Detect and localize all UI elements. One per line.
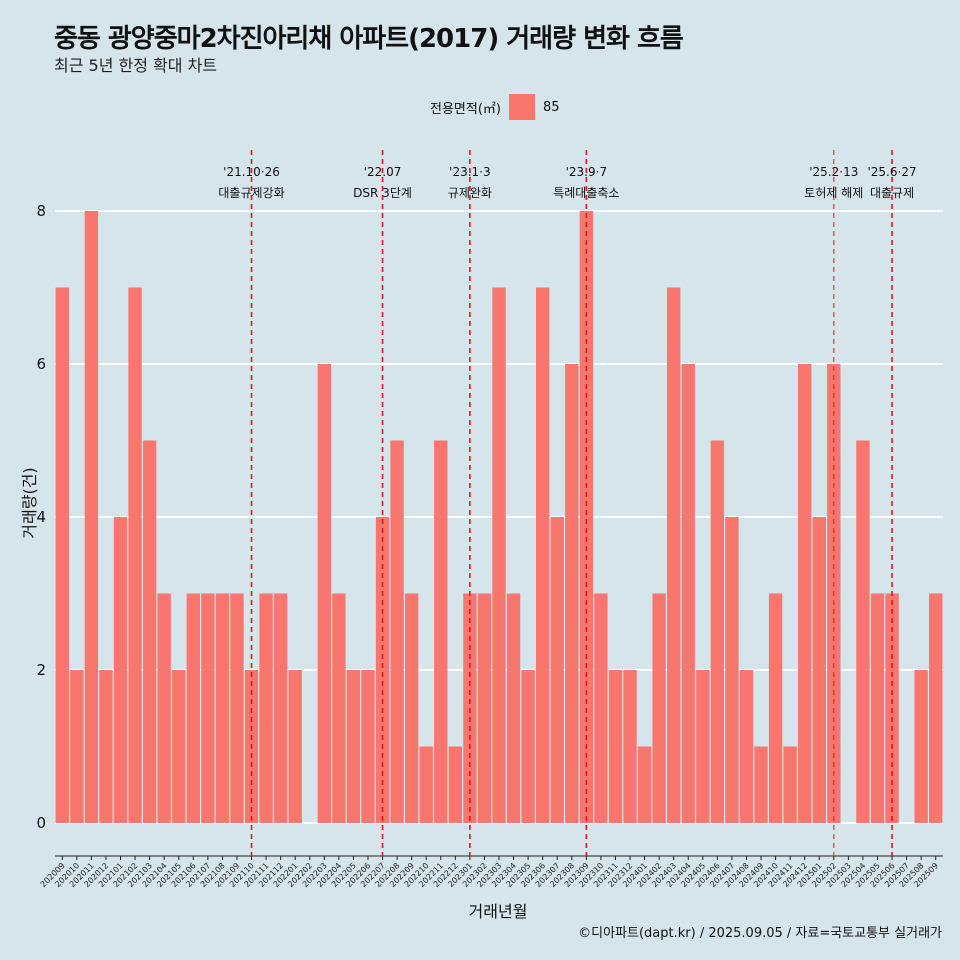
annotation-date: '25.2·13 xyxy=(809,165,858,179)
bar xyxy=(870,593,885,823)
legend-title: 전용면적(㎡) xyxy=(430,101,501,117)
bar xyxy=(667,287,681,823)
bar xyxy=(506,593,521,823)
annotation-label: 대출규제 xyxy=(870,186,914,200)
bar xyxy=(390,440,404,823)
bar xyxy=(128,287,142,823)
y-tick-label: 6 xyxy=(36,355,46,373)
bar xyxy=(142,440,157,823)
bar xyxy=(113,517,128,823)
legend-swatch xyxy=(508,94,535,120)
bar xyxy=(346,670,361,823)
bar xyxy=(579,211,594,823)
bar xyxy=(259,593,273,823)
bar xyxy=(99,670,113,823)
bar xyxy=(332,593,346,823)
annotation-date: '23.9·7 xyxy=(566,165,607,179)
bar xyxy=(623,670,637,823)
chart-subtitle: 최근 5년 한정 확대 차트 xyxy=(54,56,218,75)
bar xyxy=(535,287,550,823)
annotation-label: 토허제 해제 xyxy=(804,186,863,200)
bar xyxy=(565,364,579,823)
bar xyxy=(739,670,754,823)
bar xyxy=(448,746,463,823)
annotation-date: '21.10·26 xyxy=(223,165,280,179)
bar xyxy=(477,593,492,823)
bar xyxy=(550,517,564,823)
bar xyxy=(201,593,215,823)
bar xyxy=(317,364,331,823)
x-axis-label: 거래년월 xyxy=(468,902,528,921)
bar xyxy=(404,593,419,823)
bar xyxy=(812,517,826,823)
legend-item-label: 85 xyxy=(542,99,560,115)
bar xyxy=(230,593,244,823)
bar xyxy=(521,670,535,823)
bar xyxy=(710,440,725,823)
bar xyxy=(288,670,302,823)
y-axis-label: 거래량(건) xyxy=(20,467,39,539)
annotation-label: DSR 3단계 xyxy=(353,186,412,200)
bar xyxy=(434,440,448,823)
bar xyxy=(652,593,666,823)
bar xyxy=(929,593,943,823)
bar xyxy=(84,211,99,823)
y-tick-label: 4 xyxy=(36,508,46,526)
bar xyxy=(594,593,608,823)
bar xyxy=(725,517,739,823)
source-caption: ©디아파트(dapt.kr) / 2025.09.05 / 자료=국토교통부 실… xyxy=(578,926,942,941)
bar xyxy=(70,670,84,823)
annotation-label: 대출규제강화 xyxy=(218,186,284,200)
bar xyxy=(696,670,710,823)
annotation-label: 특례대출축소 xyxy=(553,186,619,200)
bar xyxy=(856,440,870,823)
y-tick-label: 8 xyxy=(36,202,46,220)
bar xyxy=(215,593,230,823)
bar xyxy=(768,593,783,823)
bar xyxy=(157,593,171,823)
bar xyxy=(637,746,652,823)
bar xyxy=(914,670,928,823)
bar xyxy=(55,287,69,823)
annotation-date: '23.1·3 xyxy=(449,165,490,179)
chart-title: 중동 광양중마2차진아리채 아파트(2017) 거래량 변화 흐름 xyxy=(54,24,684,54)
bar xyxy=(172,670,186,823)
bar xyxy=(361,670,375,823)
y-tick-label: 0 xyxy=(36,814,46,832)
annotation-date: '22.07 xyxy=(364,165,402,179)
legend: 전용면적(㎡) 85 xyxy=(430,94,560,120)
annotation-label: 규제완화 xyxy=(448,186,492,200)
bar xyxy=(492,287,506,823)
bar xyxy=(681,364,695,823)
bar xyxy=(375,517,390,823)
y-tick-label: 2 xyxy=(36,661,46,679)
bar xyxy=(798,364,812,823)
bar xyxy=(186,593,200,823)
bar xyxy=(783,746,797,823)
bar xyxy=(419,746,433,823)
bar xyxy=(273,593,288,823)
bar xyxy=(608,670,623,823)
annotation-date: '25.6·27 xyxy=(867,165,916,179)
bar xyxy=(754,746,768,823)
